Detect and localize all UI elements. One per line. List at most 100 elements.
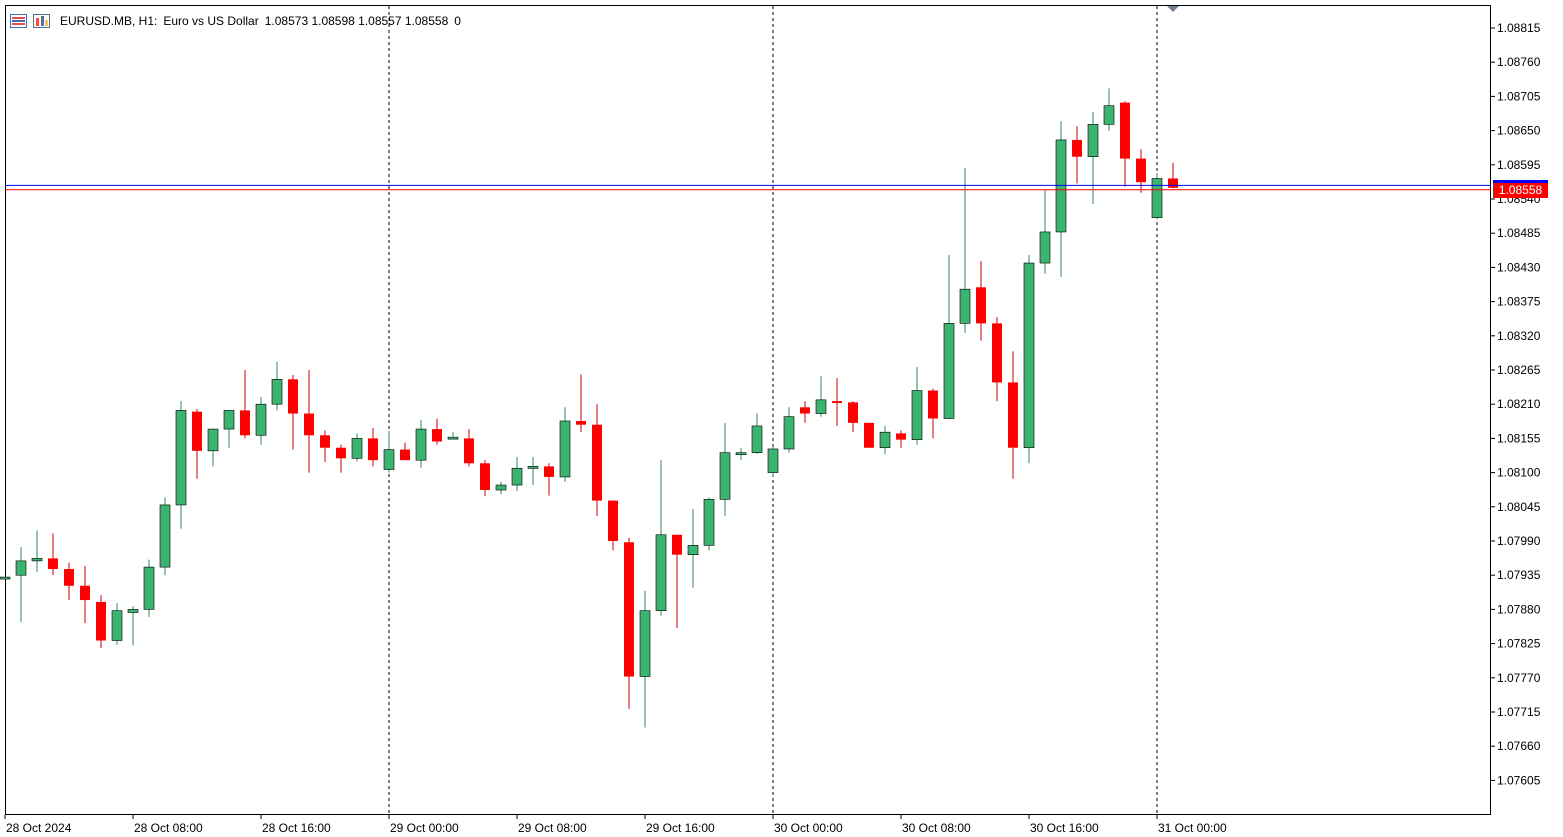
- candle-body: [1055, 139, 1067, 233]
- y-axis-label: 1.07660: [1497, 739, 1541, 753]
- candle-body: [271, 379, 283, 405]
- y-axis-label: 1.08815: [1497, 21, 1541, 35]
- chart-header: EURUSD.MB, H1: Euro vs US Dollar 1.08573…: [10, 12, 461, 30]
- candle-body: [1151, 178, 1163, 218]
- x-axis-label: 30 Oct 08:00: [902, 821, 971, 835]
- candle-body: [1087, 124, 1099, 158]
- candle-body: [703, 499, 715, 546]
- y-axis-label: 1.08650: [1497, 124, 1541, 138]
- candle-body: [495, 484, 507, 491]
- y-axis-label: 1.08375: [1497, 295, 1541, 309]
- candle-body: [911, 390, 923, 440]
- y-axis-label: 1.07880: [1497, 602, 1541, 616]
- candle-body: [400, 449, 410, 461]
- y-axis-label: 1.08100: [1497, 466, 1541, 480]
- candle-body: [464, 438, 474, 464]
- y-axis-label: 1.08485: [1497, 226, 1541, 240]
- candle-body: [15, 560, 27, 576]
- candle-body: [655, 534, 667, 611]
- candle-body: [687, 545, 699, 555]
- candle-body: [1023, 262, 1035, 449]
- scroll-marker-icon: [1167, 6, 1179, 12]
- candle-body: [624, 542, 634, 677]
- candle-body: [127, 609, 139, 613]
- candle-body: [80, 585, 90, 601]
- candle-body: [848, 402, 858, 423]
- y-axis-label: 1.07715: [1497, 705, 1541, 719]
- ohlc-values: 1.08573 1.08598 1.08557 1.08558: [264, 14, 449, 28]
- candle-body: [544, 466, 554, 477]
- candle-body: [959, 288, 971, 324]
- y-axis-label: 1.07990: [1497, 534, 1541, 548]
- candle-body: [288, 379, 298, 414]
- candle-body: [1103, 105, 1115, 125]
- x-axis-label: 28 Oct 16:00: [262, 821, 331, 835]
- candle-body: [815, 399, 827, 414]
- x-axis-label: 29 Oct 16:00: [646, 821, 715, 835]
- candle-body: [896, 433, 906, 440]
- candle-body: [719, 452, 731, 500]
- candle-body: [207, 428, 219, 452]
- candle-body: [527, 466, 539, 469]
- candle-body: [943, 323, 955, 419]
- y-axis-label: 1.07935: [1497, 568, 1541, 582]
- volume-value: 0: [454, 14, 461, 28]
- candle-body: [480, 463, 490, 491]
- candle-body: [159, 504, 171, 568]
- candle-body: [1072, 139, 1082, 157]
- candle-body: [928, 390, 938, 419]
- candle-body: [832, 401, 842, 404]
- x-axis-label: 29 Oct 08:00: [518, 821, 587, 835]
- symbol-description: Euro vs US Dollar: [163, 14, 259, 28]
- candle-body: [351, 438, 363, 459]
- candle-body: [864, 422, 874, 448]
- candle-body: [1008, 382, 1018, 448]
- current-price-label: 1.08558: [1493, 180, 1548, 198]
- y-axis-label: 1.07825: [1497, 637, 1541, 651]
- x-axis-label: 30 Oct 00:00: [774, 821, 843, 835]
- y-axis-label: 1.08595: [1497, 158, 1541, 172]
- candle-body: [592, 424, 602, 501]
- candle-body: [304, 413, 314, 436]
- candle-body: [639, 610, 651, 677]
- candle-body: [1168, 178, 1178, 188]
- candle-body: [447, 436, 459, 440]
- candle-body: [672, 534, 682, 555]
- candle-body: [320, 435, 330, 448]
- candle-body: [783, 416, 795, 450]
- candle-body: [0, 576, 11, 580]
- candle-body: [64, 568, 74, 586]
- y-axis-label: 1.07770: [1497, 671, 1541, 685]
- candle-body: [767, 448, 779, 473]
- chart-area[interactable]: [5, 5, 1491, 815]
- list-icon[interactable]: [10, 14, 27, 28]
- candle-body: [415, 428, 427, 461]
- candle-body: [800, 407, 810, 414]
- candle-body: [111, 610, 123, 641]
- chart-bars-icon[interactable]: [33, 14, 50, 28]
- y-axis-label: 1.08320: [1497, 329, 1541, 343]
- x-axis-label: 30 Oct 16:00: [1030, 821, 1099, 835]
- candle-body: [1120, 102, 1130, 159]
- candle-body: [879, 431, 891, 449]
- candle-body: [976, 287, 986, 324]
- candle-body: [31, 558, 43, 562]
- candle-body: [223, 410, 235, 430]
- candle-body: [559, 420, 571, 478]
- candle-body: [368, 438, 378, 461]
- candle-body: [255, 403, 267, 436]
- candle-body: [336, 447, 346, 459]
- y-axis-label: 1.08760: [1497, 55, 1541, 69]
- candle-body: [1039, 231, 1051, 264]
- symbol-label: EURUSD.MB, H1:: [60, 14, 158, 28]
- candle-body: [175, 410, 187, 506]
- candle-body: [511, 467, 523, 486]
- candle-body: [96, 601, 106, 641]
- candle-body: [1136, 158, 1146, 183]
- candle-body: [192, 411, 202, 451]
- candle-body: [751, 425, 763, 454]
- candle-body: [608, 500, 618, 541]
- candle-body: [432, 429, 442, 442]
- y-axis-label: 1.08705: [1497, 89, 1541, 103]
